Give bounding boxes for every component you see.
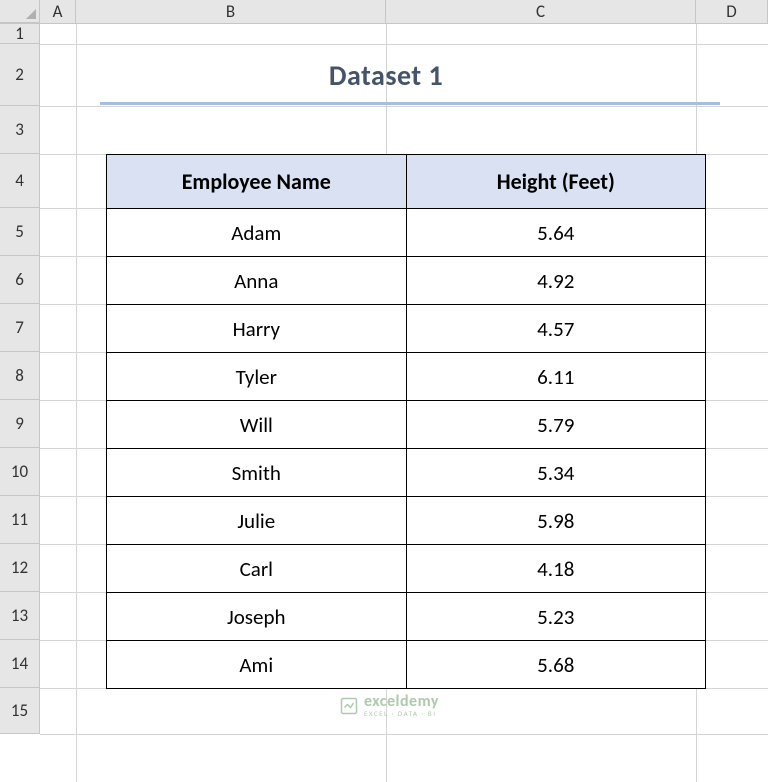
watermark-icon xyxy=(340,697,358,715)
title-underline xyxy=(100,102,720,105)
row-header-3[interactable]: 3 xyxy=(0,106,40,154)
cell-employee-name[interactable]: Ami xyxy=(107,641,407,689)
data-table: Employee Name Height (Feet) Adam5.64Anna… xyxy=(106,154,706,689)
table-row: Harry4.57 xyxy=(107,305,706,353)
row-header-12[interactable]: 12 xyxy=(0,544,40,592)
header-employee-name[interactable]: Employee Name xyxy=(107,155,407,209)
cell-height[interactable]: 5.64 xyxy=(406,209,705,257)
cell-employee-name[interactable]: Smith xyxy=(107,449,407,497)
spreadsheet: A B C D 1 2 3 4 5 6 7 8 9 10 11 12 13 14… xyxy=(0,0,768,782)
table-row: Will5.79 xyxy=(107,401,706,449)
cell-employee-name[interactable]: Carl xyxy=(107,545,407,593)
table-row: Joseph5.23 xyxy=(107,593,706,641)
row-header-9[interactable]: 9 xyxy=(0,400,40,448)
cell-height[interactable]: 4.92 xyxy=(406,257,705,305)
row-header-11[interactable]: 11 xyxy=(0,496,40,544)
cell-height[interactable]: 4.57 xyxy=(406,305,705,353)
col-header-D[interactable]: D xyxy=(696,0,768,23)
select-all-corner[interactable] xyxy=(0,0,40,23)
col-header-B[interactable]: B xyxy=(76,0,386,23)
table-row: Smith5.34 xyxy=(107,449,706,497)
cell-height[interactable]: 5.23 xyxy=(406,593,705,641)
table-row: Julie5.98 xyxy=(107,497,706,545)
row-header-1[interactable]: 1 xyxy=(0,24,40,44)
row-header-7[interactable]: 7 xyxy=(0,304,40,352)
watermark: exceldemy EXCEL · DATA · BI xyxy=(340,694,439,717)
watermark-main: exceldemy xyxy=(364,694,439,710)
cell-employee-name[interactable]: Will xyxy=(107,401,407,449)
cell-employee-name[interactable]: Tyler xyxy=(107,353,407,401)
cell-height[interactable]: 5.68 xyxy=(406,641,705,689)
title-cell[interactable]: Dataset 1 xyxy=(76,44,696,106)
row-header-15[interactable]: 15 xyxy=(0,688,40,734)
table-row: Anna4.92 xyxy=(107,257,706,305)
cell-employee-name[interactable]: Anna xyxy=(107,257,407,305)
row-header-6[interactable]: 6 xyxy=(0,256,40,304)
cell-height[interactable]: 5.34 xyxy=(406,449,705,497)
row-header-5[interactable]: 5 xyxy=(0,208,40,256)
col-header-C[interactable]: C xyxy=(386,0,696,23)
col-header-A[interactable]: A xyxy=(40,0,76,23)
cell-height[interactable]: 6.11 xyxy=(406,353,705,401)
column-headers: A B C D xyxy=(0,0,768,24)
cell-employee-name[interactable]: Harry xyxy=(107,305,407,353)
table-row: Adam5.64 xyxy=(107,209,706,257)
dataset-title: Dataset 1 xyxy=(329,58,443,93)
row-header-4[interactable]: 4 xyxy=(0,154,40,208)
table-header-row: Employee Name Height (Feet) xyxy=(107,155,706,209)
cell-height[interactable]: 5.79 xyxy=(406,401,705,449)
cell-employee-name[interactable]: Joseph xyxy=(107,593,407,641)
row-headers: 1 2 3 4 5 6 7 8 9 10 11 12 13 14 15 xyxy=(0,24,40,734)
row-header-14[interactable]: 14 xyxy=(0,640,40,688)
cell-grid[interactable]: Dataset 1 Employee Name Height (Feet) Ad… xyxy=(40,24,768,734)
header-height[interactable]: Height (Feet) xyxy=(406,155,705,209)
watermark-sub: EXCEL · DATA · BI xyxy=(364,710,439,717)
cell-height[interactable]: 4.18 xyxy=(406,545,705,593)
row-header-8[interactable]: 8 xyxy=(0,352,40,400)
row-header-10[interactable]: 10 xyxy=(0,448,40,496)
cell-employee-name[interactable]: Adam xyxy=(107,209,407,257)
cell-employee-name[interactable]: Julie xyxy=(107,497,407,545)
table-row: Tyler6.11 xyxy=(107,353,706,401)
table-row: Ami5.68 xyxy=(107,641,706,689)
table-row: Carl4.18 xyxy=(107,545,706,593)
row-header-13[interactable]: 13 xyxy=(0,592,40,640)
cell-height[interactable]: 5.98 xyxy=(406,497,705,545)
row-header-2[interactable]: 2 xyxy=(0,44,40,106)
